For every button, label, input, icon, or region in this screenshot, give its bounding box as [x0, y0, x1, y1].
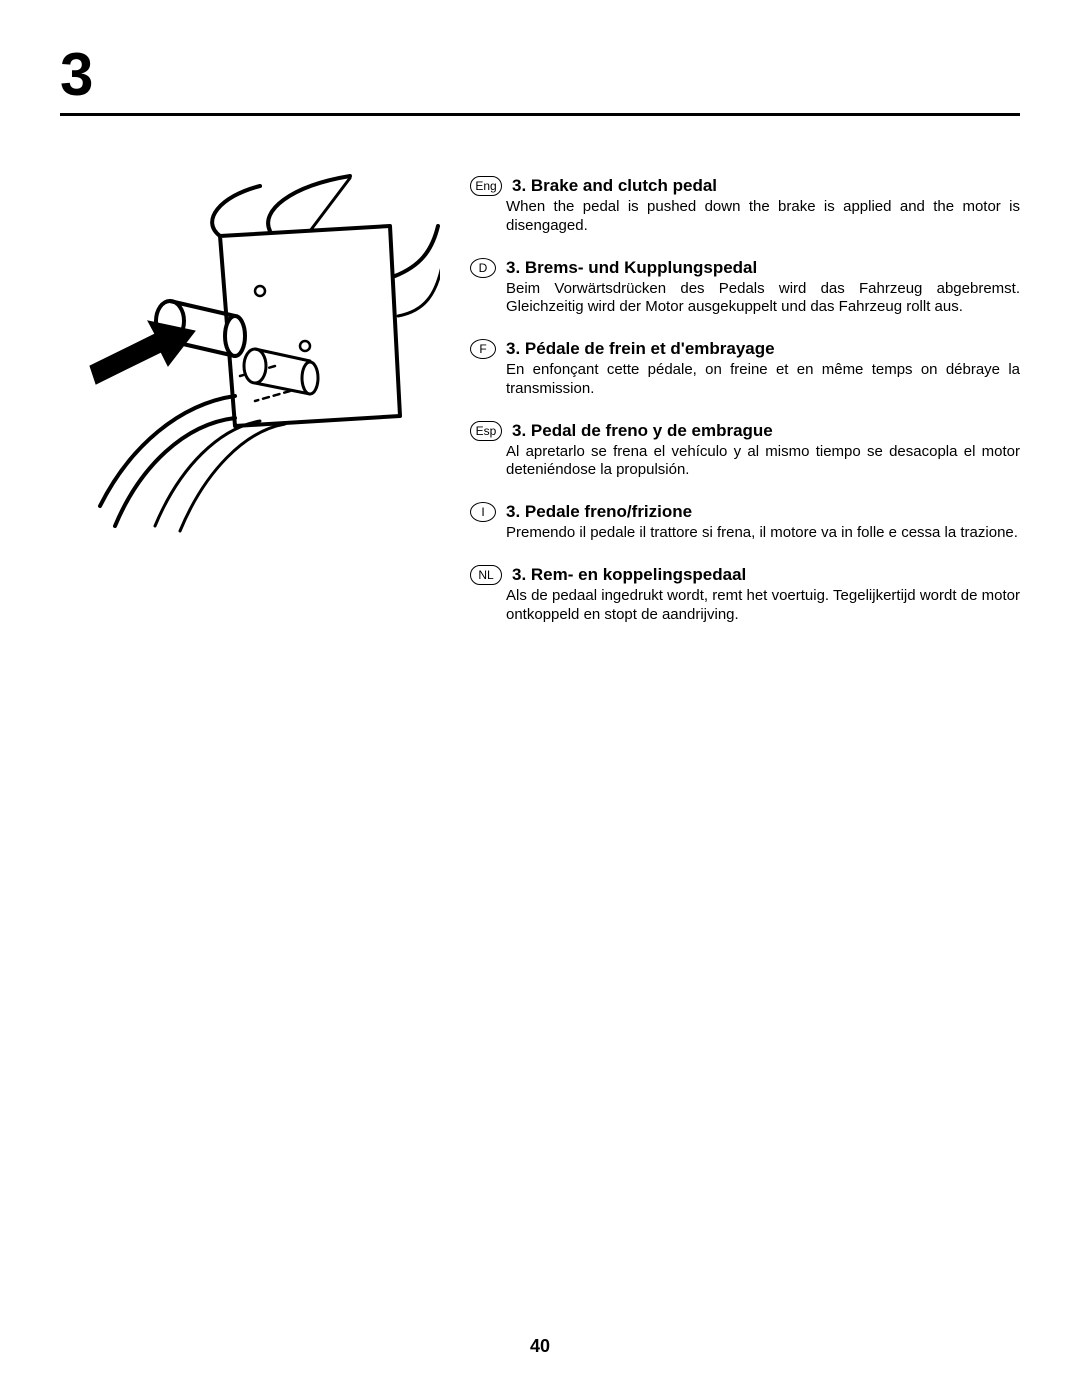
lang-block-eng: Eng 3. Brake and clutch pedal When the p… — [470, 176, 1020, 236]
lang-title-esp: 3. Pedal de freno y de embrague — [512, 421, 773, 441]
lang-title-nl: 3. Rem- en koppelingspedaal — [512, 565, 746, 585]
lang-block-nl: NL 3. Rem- en koppelingspedaal Als de pe… — [470, 565, 1020, 625]
lang-code-d: D — [470, 258, 496, 278]
lang-block-i: I 3. Pedale freno/frizione Premendo il p… — [470, 502, 1020, 543]
lang-body-d: Beim Vorwärtsdrücken des Pedals wird das… — [506, 280, 1020, 318]
content-row: Eng 3. Brake and clutch pedal When the p… — [60, 166, 1020, 646]
lang-body-nl: Als de pedaal ingedrukt wordt, remt het … — [506, 587, 1020, 625]
diagram-column — [60, 166, 440, 551]
lang-block-esp: Esp 3. Pedal de freno y de embrague Al a… — [470, 421, 1020, 481]
lang-title-i: 3. Pedale freno/frizione — [506, 502, 692, 522]
lang-body-eng: When the pedal is pushed down the brake … — [506, 198, 1020, 236]
lang-title-d: 3. Brems- und Kupplungspedal — [506, 258, 757, 278]
lang-body-f: En enfonçant cette pédale, on freine et … — [506, 361, 1020, 399]
lang-title-eng: 3. Brake and clutch pedal — [512, 176, 717, 196]
lang-code-esp: Esp — [470, 421, 502, 441]
text-column: Eng 3. Brake and clutch pedal When the p… — [470, 166, 1020, 646]
section-number: 3 — [60, 40, 1020, 109]
lang-body-esp: Al apretarlo se frena el vehículo y al m… — [506, 443, 1020, 481]
pedal-diagram — [60, 166, 440, 546]
arrow-icon — [90, 321, 195, 384]
section-divider — [60, 113, 1020, 116]
lang-code-nl: NL — [470, 565, 502, 585]
lang-title-f: 3. Pédale de frein et d'embrayage — [506, 339, 775, 359]
lang-block-d: D 3. Brems- und Kupplungspedal Beim Vorw… — [470, 258, 1020, 318]
lang-code-f: F — [470, 339, 496, 359]
page-number: 40 — [530, 1336, 550, 1357]
lang-body-i: Premendo il pedale il trattore si frena,… — [506, 524, 1020, 543]
lang-code-eng: Eng — [470, 176, 502, 196]
lang-code-i: I — [470, 502, 496, 522]
lang-block-f: F 3. Pédale de frein et d'embrayage En e… — [470, 339, 1020, 399]
